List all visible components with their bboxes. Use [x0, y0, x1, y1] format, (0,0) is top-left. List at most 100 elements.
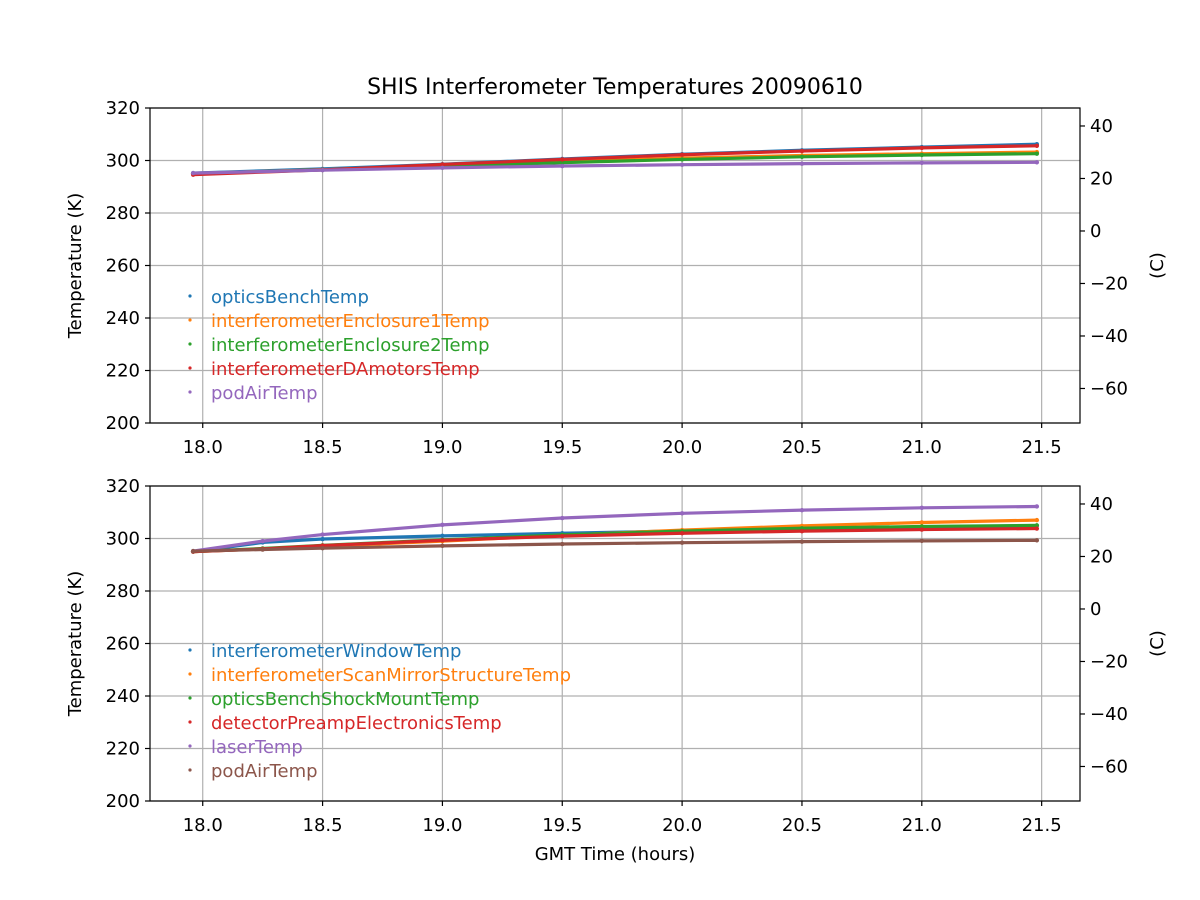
right-y-tick-label: −60	[1090, 756, 1128, 777]
legend-label: podAirTemp	[211, 761, 318, 782]
legend-marker	[188, 720, 192, 724]
legend-label: interferometerEnclosure1Temp	[211, 311, 490, 332]
x-tick-label: 20.0	[662, 815, 702, 836]
legend-marker	[188, 318, 192, 322]
x-tick-label: 18.5	[303, 815, 343, 836]
data-point	[560, 157, 565, 162]
data-point	[320, 532, 325, 537]
legend-label: interferometerWindowTemp	[211, 641, 461, 662]
legend-label: podAirTemp	[211, 383, 318, 404]
right-y-tick-label: −20	[1090, 651, 1128, 672]
data-point	[440, 538, 445, 543]
y-tick-label: 280	[106, 581, 140, 602]
y-tick-label: 320	[106, 476, 140, 497]
data-point	[190, 548, 196, 554]
data-point	[320, 546, 325, 551]
data-point	[679, 162, 685, 167]
right-y-tick-label: −40	[1090, 704, 1128, 725]
legend-marker	[188, 744, 192, 748]
data-point	[799, 154, 805, 160]
legend-label: opticsBenchShockMountTemp	[211, 689, 479, 710]
data-point	[799, 148, 805, 154]
x-tick-label: 20.5	[782, 815, 822, 836]
data-point	[679, 531, 685, 536]
data-point	[440, 165, 445, 171]
data-point	[560, 515, 565, 521]
right-y-tick-label: 40	[1090, 116, 1113, 137]
data-point	[440, 533, 445, 539]
series-line	[191, 160, 1039, 175]
right-y-tick-label: 0	[1090, 599, 1101, 620]
legend-marker	[188, 768, 192, 772]
data-point	[799, 507, 805, 513]
data-point	[919, 505, 925, 510]
x-tick-label: 20.5	[782, 437, 822, 458]
data-point	[919, 145, 925, 151]
y-tick-label: 260	[106, 256, 140, 277]
right-y-tick-label: −40	[1090, 326, 1128, 347]
data-point	[919, 520, 925, 525]
legend-label: detectorPreampElectronicsTemp	[211, 713, 502, 734]
y-tick-label: 320	[106, 98, 140, 119]
x-tick-label: 21.0	[902, 815, 942, 836]
legend-marker	[188, 342, 192, 346]
x-tick-label: 19.5	[542, 815, 582, 836]
x-tick-label: 20.0	[662, 437, 702, 458]
x-tick-label: 19.0	[422, 437, 462, 458]
x-tick-label: 21.5	[1022, 815, 1062, 836]
data-point	[260, 547, 265, 552]
data-point	[440, 162, 445, 167]
data-point	[799, 539, 805, 544]
y-tick-label: 200	[106, 413, 140, 434]
data-point	[190, 170, 196, 176]
x-tick-label: 18.0	[183, 437, 223, 458]
legend-label: laserTemp	[211, 737, 303, 758]
x-tick-label: 19.0	[422, 815, 462, 836]
data-point	[260, 538, 265, 544]
data-point	[1034, 538, 1040, 543]
data-point	[679, 157, 685, 162]
y-tick-label: 220	[106, 739, 140, 760]
x-tick-label: 18.0	[183, 815, 223, 836]
data-point	[1034, 143, 1040, 148]
data-point	[919, 524, 925, 529]
data-point	[440, 543, 445, 549]
data-point	[320, 168, 325, 173]
data-point	[1034, 517, 1040, 523]
data-point	[679, 152, 685, 157]
data-point	[560, 541, 565, 547]
x-tick-label: 19.5	[542, 437, 582, 458]
legend-marker	[188, 366, 192, 370]
x-tick-label: 18.5	[303, 437, 343, 458]
data-point	[1034, 526, 1040, 531]
data-point	[679, 511, 685, 516]
data-point	[919, 152, 925, 158]
data-point	[1034, 523, 1040, 528]
right-y-tick-label: 0	[1090, 221, 1101, 242]
data-point	[1034, 151, 1040, 156]
y-tick-label: 240	[106, 686, 140, 707]
x-tick-label: 21.0	[902, 437, 942, 458]
data-point	[560, 163, 565, 169]
data-point	[799, 161, 805, 166]
y-tick-label: 220	[106, 361, 140, 382]
legend-marker	[188, 390, 192, 394]
right-y-axis-label: (C)	[1147, 630, 1168, 657]
y-tick-label: 260	[106, 634, 140, 655]
legend-marker	[188, 672, 192, 676]
right-y-tick-label: 20	[1090, 546, 1113, 567]
legend-marker	[188, 648, 192, 652]
y-tick-label: 240	[106, 308, 140, 329]
data-point	[1034, 160, 1040, 165]
right-y-tick-label: −20	[1090, 273, 1128, 294]
right-y-tick-label: 40	[1090, 494, 1113, 515]
y-tick-label: 300	[106, 529, 140, 550]
y-axis-label: Temperature (K)	[65, 193, 86, 340]
data-point	[919, 538, 925, 544]
y-tick-label: 280	[106, 203, 140, 224]
data-point	[1034, 504, 1040, 509]
